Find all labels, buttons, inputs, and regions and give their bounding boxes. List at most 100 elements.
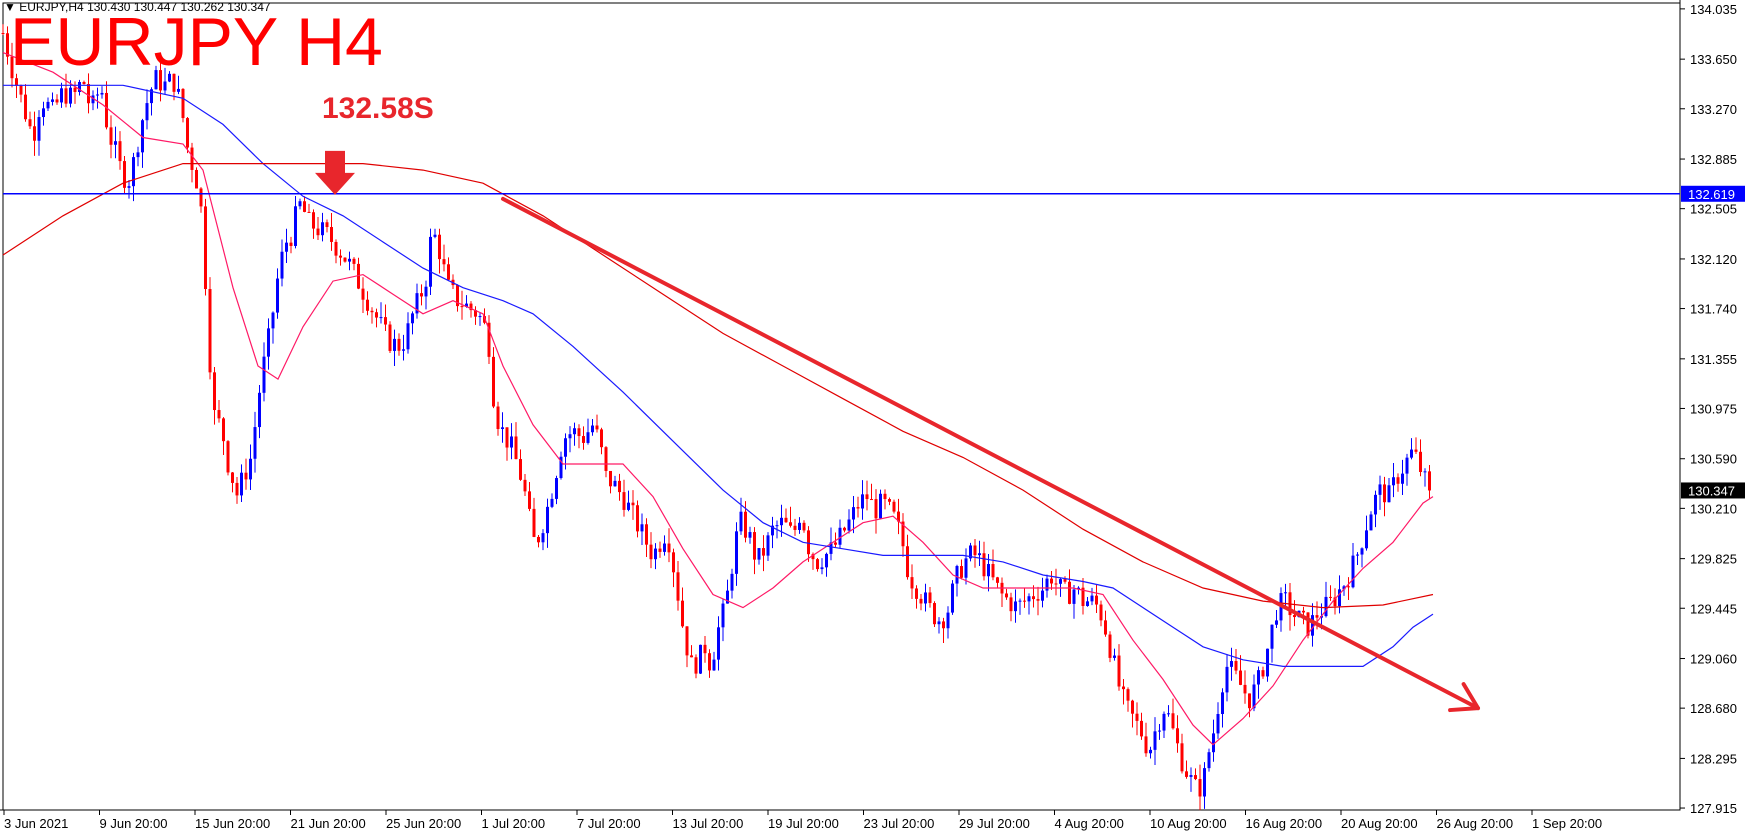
- candle-bull: [136, 152, 140, 158]
- candle-bull: [1342, 586, 1346, 590]
- x-tick-label: 13 Jul 20:00: [673, 816, 744, 831]
- candle-bear: [843, 527, 846, 531]
- candle-bear: [217, 410, 221, 419]
- candle-bear: [604, 447, 608, 471]
- candle-bear: [942, 621, 945, 629]
- hline-price-tag: [1681, 185, 1745, 202]
- y-tick-label: 128.295: [1690, 751, 1737, 766]
- candle-bull: [568, 434, 572, 439]
- candle-bear: [1122, 686, 1125, 690]
- candle-bear: [235, 482, 239, 496]
- candle-bear: [123, 161, 126, 188]
- current-price-label: 130.347: [1688, 483, 1735, 498]
- y-tick-label: 131.355: [1690, 352, 1737, 367]
- x-tick-label: 29 Jul 20:00: [959, 816, 1030, 831]
- candle-bear: [906, 546, 909, 578]
- candle-bull: [757, 548, 761, 560]
- candle-bear: [231, 472, 234, 483]
- candle-bear: [816, 559, 819, 570]
- candle-bull: [1086, 601, 1089, 607]
- candle-bear: [1302, 610, 1305, 613]
- candle-bear: [1329, 596, 1332, 598]
- candle-bear: [897, 511, 900, 522]
- x-tick-label: 10 Aug 20:00: [1150, 816, 1227, 831]
- candle-bear: [208, 289, 212, 373]
- candle-bull: [42, 108, 45, 118]
- trend-arrow-head-icon: [1448, 682, 1480, 713]
- candle-bear: [703, 644, 707, 654]
- candle-bear: [1144, 736, 1148, 754]
- candle-bull: [1275, 620, 1278, 625]
- candle-bear: [915, 588, 918, 599]
- candle-bull: [163, 81, 167, 91]
- candle-bull: [1027, 596, 1031, 602]
- candle-bull: [1351, 555, 1355, 588]
- candle-bear: [118, 141, 122, 162]
- candle-bear: [469, 303, 473, 311]
- candle-bear: [186, 118, 189, 148]
- candle-bull: [879, 493, 882, 519]
- candle-bull: [978, 553, 981, 556]
- candle-bull: [640, 524, 644, 532]
- candle-bull: [69, 87, 72, 104]
- candle-bear: [649, 544, 653, 560]
- candle-bear: [352, 258, 356, 264]
- candle-bull: [1284, 592, 1287, 594]
- candle-bear: [388, 324, 392, 351]
- candle-bear: [312, 212, 315, 229]
- candle-bull: [285, 242, 288, 252]
- candle-bull: [1113, 655, 1116, 658]
- candle-bull: [852, 507, 855, 520]
- candle-bear: [1063, 579, 1067, 582]
- candle-bear: [361, 288, 365, 300]
- candle-bull: [1423, 471, 1427, 473]
- y-tick-label: 128.680: [1690, 701, 1737, 716]
- candle-bull: [249, 458, 252, 480]
- candle-bull: [1365, 530, 1368, 549]
- y-tick-label: 133.270: [1690, 102, 1737, 117]
- candle-bear: [514, 436, 518, 460]
- candle-bull: [379, 317, 383, 319]
- candle-bull: [1401, 473, 1404, 484]
- candle-bear: [55, 99, 59, 103]
- candle-bull: [1387, 485, 1391, 503]
- candle-bear: [537, 536, 540, 543]
- candle-bull: [735, 531, 738, 574]
- candle-bull: [1270, 624, 1274, 649]
- candle-bull: [573, 428, 576, 435]
- candle-bear: [658, 548, 662, 552]
- candle-bull: [429, 236, 432, 287]
- candle-bull: [564, 438, 567, 457]
- candle-bull: [717, 627, 720, 660]
- candle-bull: [1338, 589, 1341, 607]
- candle-bull: [1360, 548, 1364, 555]
- plot-frame: [2, 2, 1681, 811]
- candle-bull: [96, 94, 99, 96]
- trendline[interactable]: [501, 196, 1480, 711]
- y-tick-label: 129.060: [1690, 652, 1737, 667]
- candle-bull: [541, 533, 545, 543]
- candle-bear: [244, 472, 248, 480]
- candle-bull: [1014, 601, 1017, 612]
- candle-bull: [262, 356, 266, 393]
- candle-bull: [748, 532, 752, 538]
- candle-bear: [1347, 586, 1350, 588]
- x-tick-label: 1 Jul 20:00: [482, 816, 546, 831]
- candle-bear: [672, 552, 675, 573]
- candle-bear: [447, 264, 450, 280]
- y-tick-label: 130.590: [1690, 452, 1737, 467]
- collapse-triangle-icon[interactable]: ▼: [4, 0, 16, 14]
- candle-bull: [267, 328, 270, 357]
- candle-bear: [456, 285, 459, 307]
- x-tick-label: 20 Aug 20:00: [1341, 816, 1418, 831]
- candle-bear: [762, 548, 765, 556]
- candle-bear: [834, 542, 837, 545]
- candle-bull: [613, 480, 617, 487]
- candle-bear: [505, 427, 509, 448]
- y-tick-label: 132.885: [1690, 152, 1737, 167]
- candle-bear: [330, 227, 333, 242]
- candle-bull: [825, 553, 828, 568]
- candle-bear: [636, 505, 639, 532]
- candle-bull: [847, 519, 851, 531]
